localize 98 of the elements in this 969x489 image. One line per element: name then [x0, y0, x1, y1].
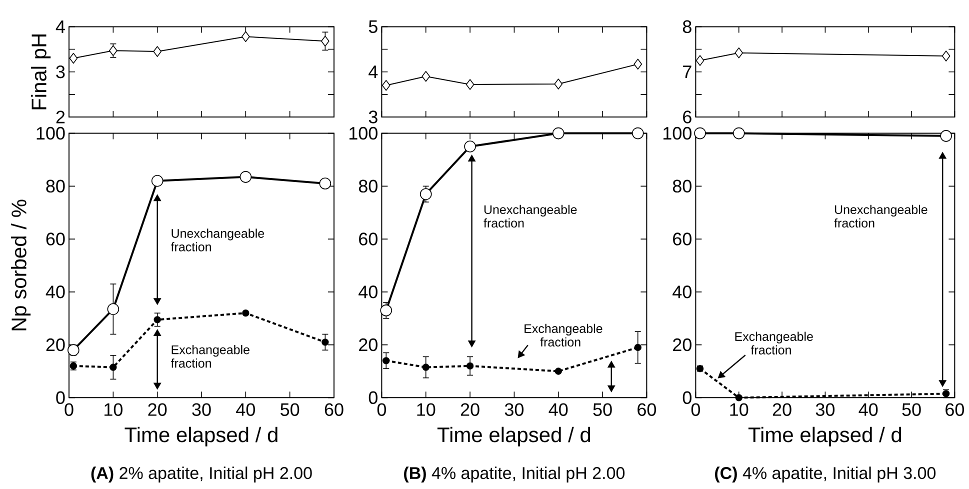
y-tick-label: 100 — [664, 126, 692, 140]
y-tick-label: 80 — [46, 180, 65, 193]
annotation: Exchangeable fraction — [170, 345, 250, 368]
text: (C) 4% apatite, Initial pH 3.00 — [715, 466, 936, 482]
annotation: Unexchangeable fraction — [834, 204, 928, 228]
point — [552, 127, 564, 140]
point — [420, 188, 432, 200]
point — [632, 127, 644, 140]
x-tick-label: 10 — [417, 403, 436, 416]
x-tick-label: 50 — [593, 403, 612, 416]
y-tick-label: 0 — [368, 391, 378, 404]
x-tick-label: 0 — [691, 403, 700, 416]
y-tick-label: 40 — [46, 286, 65, 298]
point — [110, 364, 117, 371]
y-tick-label: 40 — [358, 286, 378, 298]
point — [634, 58, 642, 70]
annotation: Unexchangeable fraction — [484, 204, 577, 228]
y-tick-label: 60 — [46, 232, 65, 246]
y-tick-label: 0 — [682, 391, 692, 404]
point — [154, 316, 161, 324]
point — [694, 127, 706, 140]
x-tick-label: 60 — [324, 403, 344, 416]
point — [380, 304, 392, 316]
point — [735, 394, 742, 402]
point — [68, 344, 80, 356]
x-axis-title: Time elapsed / d — [748, 426, 902, 446]
annotation: Exchangeable fraction — [524, 324, 602, 347]
y-tick-label: 5 — [368, 20, 378, 33]
x-tick-label: 10 — [104, 403, 122, 416]
text: (A) 2% apatite, Initial pH 2.00 — [91, 466, 312, 482]
y-tick-label: 20 — [673, 338, 692, 352]
y-tick-label: 8 — [682, 20, 692, 34]
point — [940, 130, 952, 142]
point — [321, 36, 330, 47]
point — [69, 52, 78, 64]
point — [634, 344, 642, 352]
y-tick-label: 2 — [56, 110, 65, 124]
point — [382, 80, 390, 91]
point — [422, 70, 430, 82]
point — [464, 140, 476, 152]
point — [242, 31, 250, 42]
x-tick-label: 30 — [192, 403, 211, 416]
x-tick-label: 40 — [858, 403, 878, 416]
y-axis-title: Np sorbed / % — [11, 200, 31, 330]
point — [696, 55, 704, 66]
y-tick-label: 4 — [56, 20, 65, 33]
point — [466, 79, 474, 90]
point — [734, 47, 744, 58]
text: (B) 4% apatite, Initial pH 2.00 — [404, 466, 625, 482]
x-tick-label: 0 — [64, 403, 74, 416]
x-tick-label: 0 — [377, 403, 386, 416]
y-tick-label: 20 — [359, 338, 378, 352]
y-tick-label: 100 — [350, 126, 378, 140]
y-tick-label: 100 — [36, 126, 65, 140]
x-tick-label: 60 — [638, 403, 656, 416]
x-tick-label: 20 — [148, 403, 167, 416]
point — [109, 45, 118, 56]
y-tick-label: 3 — [368, 110, 378, 124]
y-axis-title: Final pH — [31, 34, 51, 110]
point — [554, 368, 562, 375]
x-tick-label: 40 — [236, 403, 255, 416]
point — [942, 50, 950, 62]
y-tick-label: 0 — [56, 391, 65, 404]
annotation: Exchangeable fraction — [735, 332, 813, 354]
y-tick-label: 7 — [683, 66, 692, 78]
point — [322, 338, 329, 346]
x-tick-label: 50 — [280, 403, 300, 416]
point — [554, 78, 563, 90]
x-tick-label: 10 — [730, 403, 748, 416]
x-axis-title: Time elapsed / d — [124, 426, 278, 446]
y-tick-label: 3 — [56, 65, 65, 78]
y-tick-label: 4 — [368, 66, 378, 78]
x-tick-label: 20 — [772, 403, 792, 416]
y-tick-label: 60 — [673, 232, 692, 246]
y-tick-label: 6 — [683, 110, 692, 124]
x-tick-label: 20 — [460, 403, 480, 416]
point — [242, 309, 250, 317]
point — [153, 46, 162, 57]
point — [382, 357, 390, 364]
y-tick-label: 40 — [672, 286, 692, 298]
point — [319, 178, 332, 190]
annotation: Unexchangeable fraction — [170, 228, 264, 252]
x-axis-title: Time elapsed / d — [437, 426, 590, 446]
point — [240, 171, 252, 183]
point — [422, 364, 430, 371]
y-tick-label: 20 — [46, 338, 65, 352]
x-tick-label: 40 — [548, 403, 568, 416]
x-tick-label: 50 — [902, 403, 921, 416]
point — [466, 362, 474, 370]
y-tick-label: 80 — [358, 180, 378, 193]
point — [107, 303, 120, 316]
point — [151, 174, 164, 187]
y-tick-label: 60 — [359, 232, 378, 246]
point — [732, 127, 745, 140]
y-tick-label: 80 — [672, 180, 692, 193]
x-tick-label: 30 — [504, 403, 524, 416]
x-tick-label: 60 — [946, 403, 964, 416]
x-tick-label: 30 — [816, 403, 835, 416]
